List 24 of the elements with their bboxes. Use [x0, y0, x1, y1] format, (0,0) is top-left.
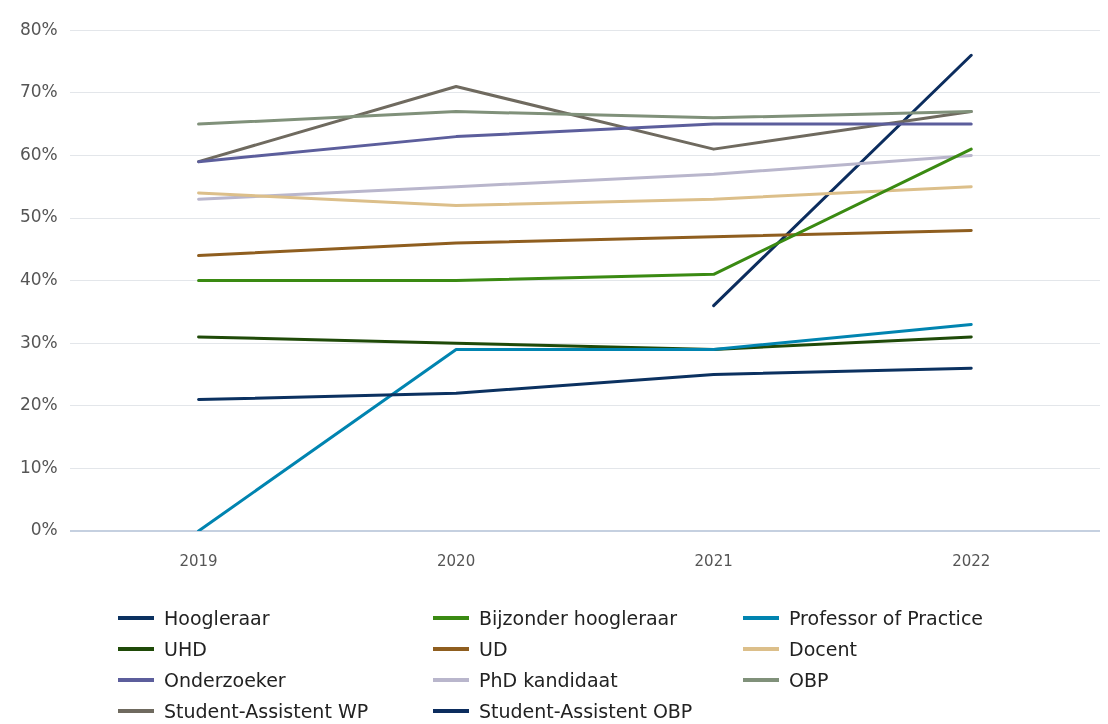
- legend-label: UD: [479, 637, 508, 660]
- y-tick-label: 0%: [30, 519, 58, 540]
- legend-label: Hoogleraar: [164, 606, 270, 629]
- x-tick-label: 2022: [952, 551, 991, 570]
- x-tick-label: 2020: [437, 551, 476, 570]
- y-tick-label: 60%: [19, 143, 58, 164]
- legend-label: Docent: [789, 637, 857, 660]
- y-tick-label: 20%: [19, 394, 58, 415]
- legend-label: Student-Assistent OBP: [479, 699, 693, 722]
- x-tick-label: 2019: [179, 551, 218, 570]
- y-tick-label: 80%: [19, 18, 58, 39]
- y-tick-label: 50%: [19, 206, 58, 227]
- x-tick-label: 2021: [694, 551, 733, 570]
- y-tick-label: 40%: [19, 269, 58, 290]
- legend-label: OBP: [789, 668, 829, 691]
- y-tick-label: 10%: [19, 456, 58, 477]
- legend-label: UHD: [164, 637, 207, 660]
- legend-label: Bijzonder hoogleraar: [479, 606, 678, 629]
- legend-label: Student-Assistent WP: [164, 699, 369, 722]
- legend-label: PhD kandidaat: [479, 668, 618, 691]
- y-tick-label: 70%: [19, 81, 58, 102]
- y-tick-label: 30%: [19, 331, 58, 352]
- legend-label: Onderzoeker: [164, 668, 286, 691]
- legend-label: Professor of Practice: [789, 606, 984, 629]
